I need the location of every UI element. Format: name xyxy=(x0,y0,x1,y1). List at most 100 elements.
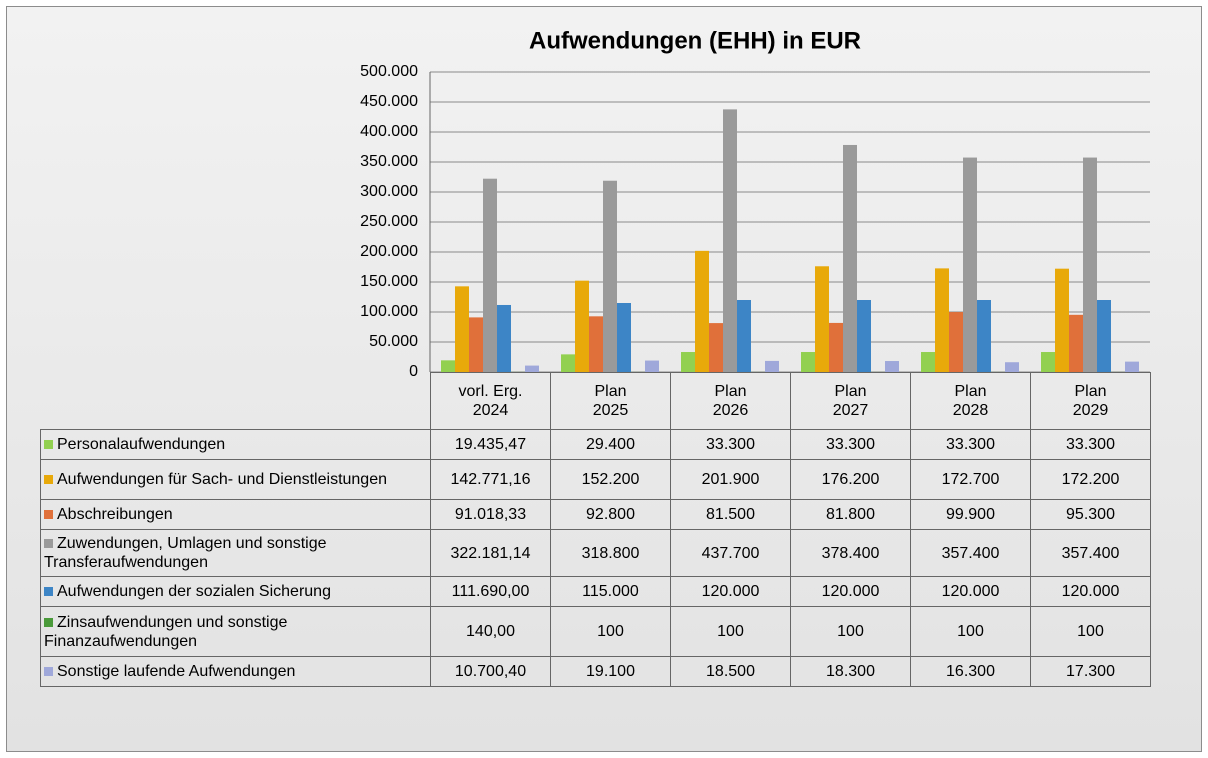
data-label: 33.300 xyxy=(670,429,791,460)
bar xyxy=(575,280,589,372)
bar xyxy=(815,266,829,372)
legend-label: Personalaufwendungen xyxy=(57,436,226,453)
data-label: 18.500 xyxy=(670,656,791,687)
x-tick-label: 2027 xyxy=(832,402,869,419)
bar xyxy=(441,360,455,372)
data-label: 142.771,16 xyxy=(430,459,551,500)
data-label: 172.700 xyxy=(910,459,1031,500)
data-label: 19.435,47 xyxy=(430,429,551,460)
legend-swatch xyxy=(44,667,53,676)
bar xyxy=(885,361,899,372)
bar xyxy=(603,180,617,372)
x-tick-label: Plan xyxy=(1074,383,1107,400)
data-label: 33.300 xyxy=(790,429,911,460)
bar xyxy=(1069,314,1083,372)
data-label: 100 xyxy=(790,606,911,657)
data-row: Aufwendungen für Sach- und Dienstleistun… xyxy=(40,459,1151,500)
legend-swatch xyxy=(44,440,53,449)
bar xyxy=(1097,300,1111,372)
bar xyxy=(497,304,511,372)
data-label: 95.300 xyxy=(1030,499,1151,530)
bar xyxy=(525,365,539,372)
y-tick-label: 50.000 xyxy=(369,333,418,350)
x-tick-label: 2028 xyxy=(952,402,989,419)
legend-entry: Sonstige laufende Aufwendungen xyxy=(40,656,431,687)
data-label: 81.800 xyxy=(790,499,911,530)
category-cell: vorl. Erg. 2024 xyxy=(430,372,551,430)
data-label: 318.800 xyxy=(550,529,671,577)
data-label: 120.000 xyxy=(910,576,1031,607)
data-label: 100 xyxy=(1030,606,1151,657)
legend-entry: Aufwendungen der sozialen Sicherung xyxy=(40,576,431,607)
bar xyxy=(963,157,977,372)
legend-entry: Abschreibungen xyxy=(40,499,431,530)
data-label: 140,00 xyxy=(430,606,551,657)
x-tick-label: 2024 xyxy=(472,402,509,419)
bar xyxy=(1041,352,1055,372)
data-label: 92.800 xyxy=(550,499,671,530)
data-label: 176.200 xyxy=(790,459,911,500)
data-label: 201.900 xyxy=(670,459,791,500)
data-label: 115.000 xyxy=(550,576,671,607)
data-label: 100 xyxy=(670,606,791,657)
bar xyxy=(977,300,991,372)
category-cell: Plan 2028 xyxy=(910,372,1031,430)
legend-entry: Zinsaufwendungen und sonstige Finanzaufw… xyxy=(40,606,431,657)
bar xyxy=(1005,362,1019,372)
data-label: 19.100 xyxy=(550,656,671,687)
y-tick-label: 0 xyxy=(409,363,418,380)
bar xyxy=(801,352,815,372)
category-cell: Plan 2026 xyxy=(670,372,791,430)
x-tick-label: Plan xyxy=(834,383,867,400)
data-label: 172.200 xyxy=(1030,459,1151,500)
bar xyxy=(921,352,935,372)
data-label: 33.300 xyxy=(1030,429,1151,460)
data-row: Personalaufwendungen 19.435,47 29.400 33.30… xyxy=(40,429,1151,460)
category-cell: Plan 2029 xyxy=(1030,372,1151,430)
y-tick-label: 150.000 xyxy=(360,273,418,290)
category-cell: Plan 2025 xyxy=(550,372,671,430)
bar xyxy=(561,354,575,372)
legend-label: Aufwendungen für Sach- und Dienstleistun… xyxy=(57,471,387,488)
x-tick-label: 2025 xyxy=(592,402,629,419)
legend-swatch xyxy=(44,475,53,484)
data-row: Aufwendungen der sozialen Sicherung 111.6… xyxy=(40,576,1151,607)
y-tick-label: 250.000 xyxy=(360,213,418,230)
data-label: 100 xyxy=(550,606,671,657)
y-tick-label: 450.000 xyxy=(360,93,418,110)
chart-title: Aufwendungen (EHH) in EUR xyxy=(529,27,861,54)
y-tick-label: 500.000 xyxy=(360,63,418,80)
y-tick-label: 200.000 xyxy=(360,243,418,260)
bar xyxy=(645,360,659,372)
bar xyxy=(935,268,949,372)
data-label: 120.000 xyxy=(790,576,911,607)
y-tick-label: 350.000 xyxy=(360,153,418,170)
data-label: 29.400 xyxy=(550,429,671,460)
legend-label: Abschreibungen xyxy=(57,506,173,523)
data-label: 152.200 xyxy=(550,459,671,500)
legend-label: Sonstige laufende Aufwendungen xyxy=(57,663,296,680)
data-label: 91.018,33 xyxy=(430,499,551,530)
category-cell: Plan 2027 xyxy=(790,372,911,430)
data-label: 33.300 xyxy=(910,429,1031,460)
blank-cell xyxy=(40,372,431,430)
data-label: 18.300 xyxy=(790,656,911,687)
data-label: 10.700,40 xyxy=(430,656,551,687)
legend-entry: Aufwendungen für Sach- und Dienstleistun… xyxy=(40,459,431,500)
bar xyxy=(617,303,631,372)
bar xyxy=(843,144,857,372)
y-tick-label: 400.000 xyxy=(360,123,418,140)
bar xyxy=(1083,157,1097,372)
data-row: Abschreibungen 91.018,33 92.800 81.500 81.80… xyxy=(40,499,1151,530)
data-label: 437.700 xyxy=(670,529,791,577)
legend-swatch xyxy=(44,617,53,627)
legend-swatch xyxy=(44,587,53,596)
data-label: 100 xyxy=(910,606,1031,657)
x-tick-label: Plan xyxy=(954,383,987,400)
data-table: vorl. Erg. 2024 Plan 2025 Plan 2026 Plan 2027 Pl… xyxy=(40,372,1151,687)
bar xyxy=(695,250,709,372)
bar xyxy=(455,286,469,372)
data-label: 120.000 xyxy=(1030,576,1151,607)
bar xyxy=(589,316,603,372)
